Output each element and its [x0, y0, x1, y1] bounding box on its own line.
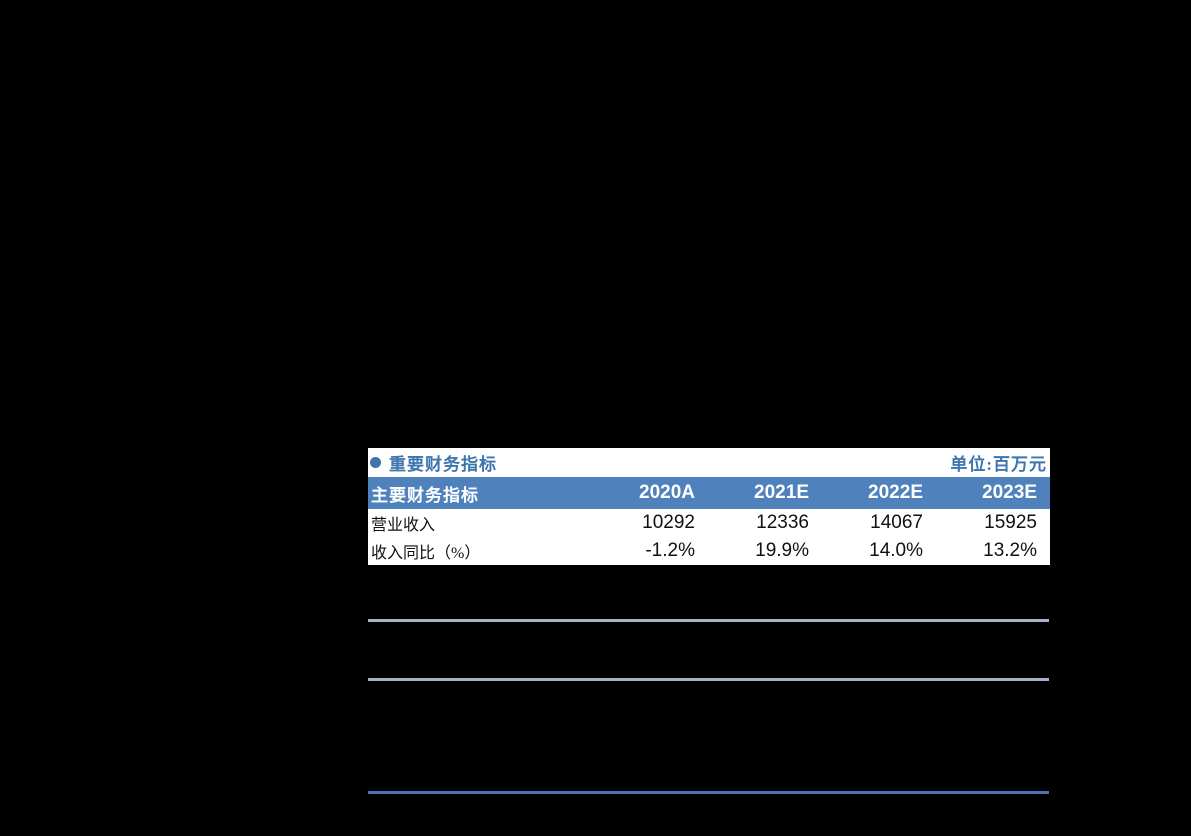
bullet-icon — [370, 457, 381, 468]
table-cell: 15925 — [984, 512, 1037, 533]
table-cell: 19.9% — [755, 540, 809, 561]
table-cell: 14.0% — [869, 540, 923, 561]
table-title-row: 重要财务指标 单位:百万元 — [368, 448, 1050, 477]
row-label: 营业收入 — [371, 517, 436, 534]
section-divider-line — [368, 678, 1049, 681]
table-row-revenue: 营业收入 10292 12336 14067 15925 — [368, 509, 1050, 537]
table-title: 重要财务指标 — [389, 455, 497, 474]
column-header-2022e: 2022E — [868, 482, 923, 503]
financial-indicators-table: 重要财务指标 单位:百万元 主要财务指标 2020A 2021E 2022E 2… — [368, 448, 1050, 565]
table-title-group: 重要财务指标 — [370, 450, 497, 475]
table-header-row: 主要财务指标 2020A 2021E 2022E 2023E — [368, 477, 1050, 509]
table-cell: 12336 — [756, 512, 809, 533]
table-cell: 14067 — [870, 512, 923, 533]
table-cell: 10292 — [642, 512, 695, 533]
section-divider-line — [368, 619, 1049, 622]
column-header-2023e: 2023E — [982, 482, 1037, 503]
table-cell: 13.2% — [983, 540, 1037, 561]
column-header-2021e: 2021E — [754, 482, 809, 503]
table-cell: -1.2% — [645, 540, 695, 561]
column-header-2020a: 2020A — [639, 482, 695, 503]
column-header-indicator: 主要财务指标 — [371, 485, 479, 505]
section-divider-line — [368, 791, 1049, 794]
unit-label: 单位:百万元 — [950, 455, 1047, 474]
table-row-revenue-yoy: 收入同比（%） -1.2% 19.9% 14.0% 13.2% — [368, 537, 1050, 565]
row-label: 收入同比（%） — [371, 545, 481, 562]
